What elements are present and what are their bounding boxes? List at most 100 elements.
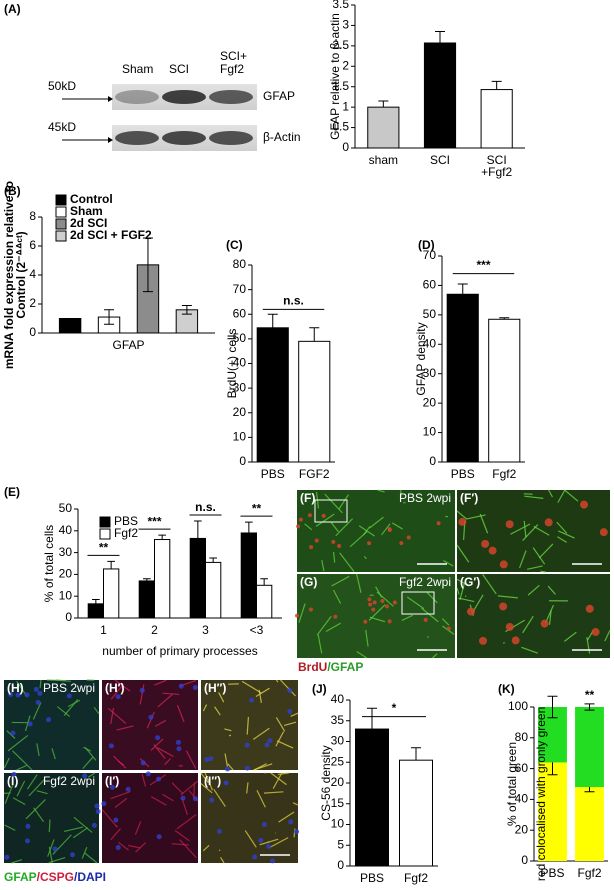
cell	[481, 539, 490, 548]
texture	[556, 521, 568, 534]
nucleus	[175, 739, 181, 745]
x-axis-label: number of primary processes	[102, 644, 257, 658]
nucleus	[8, 692, 14, 698]
y-tick-label: 20	[423, 395, 437, 409]
error-bar	[209, 557, 217, 563]
texture	[28, 778, 46, 797]
texture	[213, 788, 226, 807]
texture	[118, 841, 129, 851]
y-tick-label: 3.5	[332, 0, 349, 11]
bar	[256, 584, 273, 619]
y-tick-label: 1.5	[332, 79, 349, 93]
image-label: (H′)	[105, 681, 125, 695]
texture	[176, 704, 185, 723]
texture	[369, 616, 386, 623]
nucleus	[267, 738, 273, 744]
nucleus	[115, 694, 121, 700]
texture	[522, 615, 534, 634]
texture	[171, 843, 190, 846]
texture	[275, 731, 285, 747]
nucleus	[294, 829, 300, 835]
bar	[446, 293, 479, 463]
x-tick-label: Fgf2	[577, 866, 601, 880]
texture	[153, 744, 166, 760]
nucleus	[109, 784, 115, 790]
texture	[532, 547, 546, 565]
nucleus	[52, 846, 58, 852]
legend-label: 2d SCI + FGF2	[70, 228, 152, 242]
texture	[369, 516, 384, 529]
texture	[406, 596, 425, 610]
bar	[189, 537, 206, 619]
marker-arrowhead	[108, 96, 113, 102]
cell	[505, 622, 514, 631]
texture	[472, 594, 484, 613]
nucleus	[95, 808, 101, 814]
x-tick-label: 1	[100, 623, 107, 637]
y-tick-label: 60	[423, 278, 437, 292]
texture	[365, 629, 369, 647]
y-tick-label: 20	[233, 405, 247, 419]
nucleus	[91, 822, 97, 828]
error-bar	[491, 80, 502, 90]
texture	[381, 523, 391, 536]
texture	[256, 789, 266, 808]
nucleus	[252, 854, 258, 860]
nucleus	[266, 843, 272, 849]
texture	[538, 543, 554, 559]
y-axis-label: GFAP relative to β-actin	[328, 13, 342, 140]
texture	[51, 748, 56, 760]
texture	[56, 706, 71, 718]
image-label: (G′)	[460, 575, 480, 589]
nucleus	[139, 687, 145, 693]
nucleus	[176, 746, 182, 752]
bar	[58, 318, 82, 334]
image-caption: PBS 2wpi	[43, 681, 95, 695]
nucleus	[223, 780, 229, 786]
marker-label: 50kD	[48, 79, 76, 93]
x-tick-label: <3	[250, 623, 264, 637]
blot-band	[115, 90, 159, 104]
texture	[154, 679, 167, 686]
texture	[283, 721, 297, 727]
texture	[181, 798, 188, 816]
lane-label: Sham	[122, 62, 153, 76]
texture	[16, 780, 26, 797]
nucleus	[178, 683, 184, 689]
texture	[376, 591, 394, 607]
texture	[128, 844, 141, 849]
image-label: (I′)	[105, 774, 119, 788]
nucleus	[94, 803, 100, 809]
texture	[200, 783, 213, 794]
texture	[338, 494, 349, 510]
legend-swatch	[55, 194, 67, 206]
y-tick-label: 15	[331, 796, 345, 810]
texture	[544, 604, 555, 624]
image-label: (H)	[7, 681, 24, 695]
texture	[227, 763, 234, 771]
texture	[557, 489, 566, 503]
legend-label: 2d SCI	[70, 216, 107, 230]
texture	[101, 808, 118, 828]
texture	[84, 852, 98, 864]
error-bar	[92, 598, 100, 604]
texture	[220, 857, 225, 864]
cell	[585, 604, 594, 613]
y-axis-label: CS-56 density	[319, 745, 333, 820]
cell	[436, 521, 441, 526]
nucleus	[108, 743, 114, 749]
texture	[443, 560, 454, 567]
error-bar	[181, 304, 192, 315]
error-bar	[547, 695, 558, 719]
significance-label: n.s.	[195, 500, 216, 514]
texture	[510, 523, 531, 535]
legend-label: PBS	[114, 514, 138, 528]
error-bar	[584, 703, 595, 711]
y-tick-label: 6	[29, 238, 36, 252]
nucleus	[37, 690, 43, 696]
bar	[298, 340, 331, 463]
texture	[176, 814, 197, 830]
stain-name: GFAP	[4, 870, 37, 884]
nucleus	[156, 776, 162, 782]
panel-label: (J)	[312, 682, 327, 696]
